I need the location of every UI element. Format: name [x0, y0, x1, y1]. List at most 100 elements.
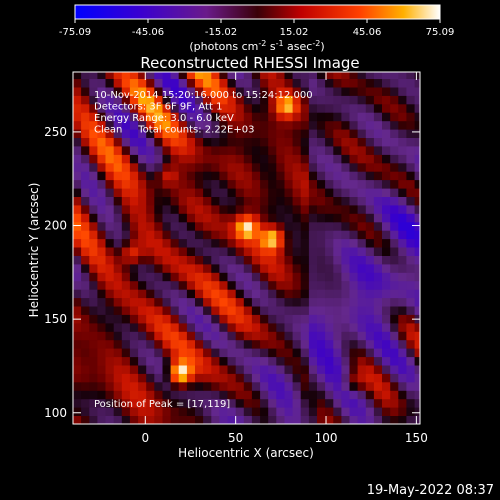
heatmap-cell [113, 289, 123, 299]
heatmap-cell [308, 322, 318, 332]
heatmap-cell [178, 78, 188, 88]
heatmap-cell [178, 95, 188, 105]
heatmap-cell [97, 289, 106, 299]
heatmap-cell [89, 365, 98, 374]
heatmap-cell [105, 373, 115, 383]
heatmap-cell [292, 78, 302, 88]
heatmap-cell [284, 322, 294, 332]
heatmap-cell [73, 398, 82, 408]
heatmap-cell [81, 112, 90, 122]
heatmap-cell [268, 171, 277, 181]
heatmap-cell [162, 415, 172, 424]
heatmap-cell [154, 289, 163, 299]
heatmap-cell [373, 373, 383, 383]
heatmap-cell [73, 280, 82, 290]
heatmap-cell [162, 95, 172, 105]
heatmap-cell [170, 381, 180, 391]
heatmap-cell [349, 289, 359, 299]
heatmap-cell [414, 87, 420, 96]
heatmap-cell [81, 171, 90, 181]
heatmap-cell [292, 179, 302, 189]
heatmap-cell [398, 289, 407, 299]
heatmap-cell [227, 87, 237, 96]
heatmap-cell [317, 339, 326, 349]
heatmap-cell [113, 314, 123, 324]
heatmap-cell [235, 398, 245, 408]
heatmap-cell [251, 120, 261, 130]
heatmap-cell [113, 373, 123, 383]
heatmap-cell [300, 398, 310, 408]
heatmap-cell [382, 272, 391, 282]
heatmap-cell [406, 247, 415, 256]
heatmap-cell [178, 221, 188, 231]
heatmap-cell [349, 238, 359, 248]
heatmap-cell [203, 221, 212, 231]
heatmap-cell [129, 72, 139, 79]
heatmap-cell [349, 348, 359, 358]
heatmap-cell [211, 103, 220, 113]
heatmap-cell [300, 171, 310, 181]
heatmap-cell [186, 188, 196, 197]
heatmap-cell [260, 373, 269, 383]
heatmap-cell [260, 213, 269, 223]
heatmap-cell [333, 120, 342, 130]
heatmap-cell [89, 306, 98, 315]
heatmap-cell [97, 322, 106, 332]
heatmap-cell [162, 272, 172, 282]
heatmap-cell [235, 331, 245, 341]
heatmap-cell [227, 129, 237, 138]
heatmap-cell [146, 365, 155, 374]
heatmap-cell [268, 204, 277, 214]
heatmap-cell [81, 146, 90, 155]
heatmap-cell [162, 120, 172, 130]
heatmap-cell [341, 146, 350, 155]
heatmap-cell [146, 221, 155, 231]
heatmap-cell [268, 179, 277, 189]
heatmap-cell [414, 179, 420, 189]
heatmap-cell [138, 196, 147, 206]
heatmap-cell [365, 373, 375, 383]
heatmap-cell [292, 339, 302, 349]
heatmap-cell [113, 331, 123, 341]
heatmap-cell [398, 179, 407, 189]
heatmap-cell [243, 381, 253, 391]
peak-position-label: Position of Peak = [17,119] [94, 399, 230, 410]
heatmap-cell [260, 95, 269, 105]
heatmap-cell [121, 179, 131, 189]
heatmap-cell [146, 213, 155, 223]
heatmap-cell [195, 162, 204, 172]
heatmap-cell [251, 390, 261, 400]
chart-title: Reconstructed RHESSI Image [140, 54, 359, 72]
heatmap-cell [373, 137, 383, 147]
heatmap-cell [373, 221, 383, 231]
heatmap-cell [105, 390, 115, 400]
heatmap-cell [300, 230, 310, 240]
heatmap-cell [390, 120, 399, 130]
heatmap-cell [219, 213, 228, 223]
heatmap-cell [129, 188, 139, 197]
heatmap-cell [308, 415, 318, 424]
heatmap-cell [195, 196, 204, 206]
heatmap-cell [414, 398, 420, 408]
heatmap-cell [276, 230, 285, 240]
heatmap-cell [349, 365, 359, 374]
heatmap-cell [308, 171, 318, 181]
heatmap-cell [162, 179, 172, 189]
heatmap-cell [325, 171, 334, 181]
heatmap-cell [113, 162, 123, 172]
heatmap-cell [398, 137, 407, 147]
heatmap-cell [195, 230, 204, 240]
heatmap-cell [154, 103, 163, 113]
heatmap-cell [162, 171, 172, 181]
heatmap-cell [414, 247, 420, 256]
heatmap-cell [227, 306, 237, 315]
heatmap-cell [276, 272, 285, 282]
heatmap-cell [292, 306, 302, 315]
heatmap-cell [170, 221, 180, 231]
heatmap-cell [235, 137, 245, 147]
heatmap-cell [373, 365, 383, 374]
heatmap-cell [105, 137, 115, 147]
heatmap-cell [146, 72, 155, 79]
heatmap-cell [300, 95, 310, 105]
heatmap-cell [276, 306, 285, 315]
